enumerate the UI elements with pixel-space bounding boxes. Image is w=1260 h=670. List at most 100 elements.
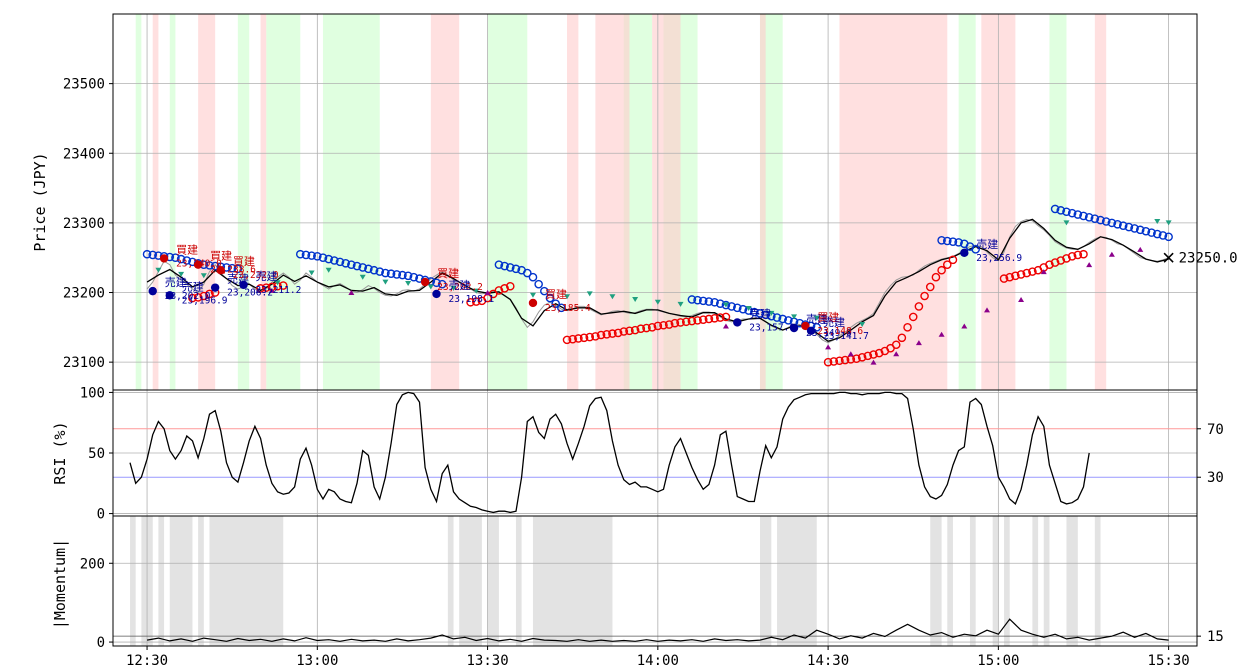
signal-up-triangle bbox=[268, 287, 275, 293]
sell-stop-marker bbox=[1135, 225, 1145, 235]
regime-band-red bbox=[839, 14, 948, 390]
sell-stop-marker bbox=[324, 254, 333, 264]
signal-down-triangle bbox=[745, 306, 752, 312]
buy-stop-marker bbox=[1079, 249, 1088, 259]
trade-label: 売建 bbox=[823, 315, 845, 329]
sell-stop-marker bbox=[142, 249, 152, 259]
signal-down-triangle bbox=[677, 301, 684, 307]
sell-stop-marker bbox=[1096, 215, 1105, 225]
buy-stop-marker bbox=[999, 274, 1009, 283]
trade-value-label: 23,148.6 bbox=[817, 326, 863, 337]
signal-down-triangle bbox=[1165, 220, 1172, 226]
buy-stop-marker bbox=[840, 355, 850, 365]
signal-down-triangle bbox=[813, 315, 820, 321]
rsi-y-tick-label: 100 bbox=[80, 385, 105, 401]
sell-stop-marker bbox=[335, 257, 345, 267]
buy-stop-marker bbox=[579, 333, 589, 343]
sell-stop-marker bbox=[704, 297, 714, 306]
buy-stop-marker bbox=[863, 351, 873, 361]
buy-stop-marker bbox=[619, 327, 629, 336]
buy-stop-marker bbox=[948, 255, 958, 265]
sell-stop-marker bbox=[1141, 226, 1151, 236]
regime-band-red bbox=[652, 14, 681, 390]
buy-stop-marker bbox=[574, 334, 583, 343]
regime-band-green bbox=[487, 14, 528, 390]
buy-entry-point bbox=[420, 277, 430, 287]
momentum-shaded-span bbox=[969, 516, 976, 646]
buy-entry-point bbox=[159, 254, 169, 263]
buy-entry-point bbox=[801, 321, 810, 331]
buy-stop-marker bbox=[1056, 256, 1066, 265]
sell-stop-marker bbox=[403, 271, 413, 281]
trade-value-label: 23,196.9 bbox=[182, 295, 228, 306]
regime-band-green bbox=[958, 14, 976, 390]
signal-up-triangle bbox=[1018, 296, 1025, 302]
sell-stop-marker bbox=[1158, 231, 1168, 240]
momentum-shaded-span bbox=[1032, 516, 1039, 646]
sell-stop-marker bbox=[551, 299, 560, 308]
buy-stop-marker bbox=[903, 323, 912, 332]
signal-down-triangle bbox=[200, 273, 207, 279]
sell-stop-marker bbox=[948, 237, 958, 246]
sell-stop-marker bbox=[1118, 221, 1128, 230]
regime-band-green bbox=[169, 14, 176, 390]
sell-stop-marker bbox=[381, 268, 390, 278]
sell-stop-marker bbox=[313, 252, 322, 261]
sell-stop-marker bbox=[347, 260, 356, 269]
sell-stop-marker bbox=[693, 295, 702, 305]
trade-label: 売建 bbox=[448, 278, 470, 292]
sell-stop-marker bbox=[732, 303, 742, 313]
signal-down-triangle bbox=[359, 274, 366, 280]
regime-band-green bbox=[1049, 14, 1067, 390]
sell-entry-point bbox=[165, 291, 174, 300]
buy-stop-marker bbox=[1045, 260, 1054, 269]
buy-stop-marker bbox=[715, 313, 725, 322]
buy-stop-marker bbox=[205, 289, 214, 299]
buy-stop-marker bbox=[568, 334, 578, 344]
sell-stop-marker bbox=[1107, 218, 1117, 228]
sell-stop-marker bbox=[1062, 207, 1071, 217]
signal-up-triangle bbox=[961, 323, 968, 329]
momentum-shaded-span bbox=[198, 516, 204, 646]
buy-stop-marker bbox=[1022, 268, 1032, 278]
buy-stop-marker bbox=[664, 320, 674, 329]
signal-down-triangle bbox=[586, 291, 593, 297]
signal-down-triangle bbox=[654, 299, 661, 305]
sell-stop-marker bbox=[1101, 217, 1111, 226]
buy-stop-marker bbox=[261, 283, 271, 292]
signal-up-triangle bbox=[1108, 251, 1115, 257]
sell-stop-marker bbox=[545, 293, 555, 303]
momentum-shaded-span bbox=[1004, 516, 1010, 646]
trade-value-label: 23,206.2 bbox=[227, 288, 273, 299]
sell-entry-point bbox=[148, 286, 157, 296]
sell-stop-marker bbox=[761, 310, 770, 320]
sell-stop-marker bbox=[698, 296, 708, 306]
buy-stop-marker bbox=[193, 293, 203, 302]
signal-down-triangle bbox=[722, 302, 729, 308]
signal-down-triangle bbox=[632, 296, 639, 302]
signal-down-triangle bbox=[308, 270, 315, 276]
sell-entry-point bbox=[239, 280, 248, 290]
buy-stop-marker bbox=[823, 357, 833, 367]
signal-down-triangle bbox=[791, 314, 798, 320]
sell-stop-marker bbox=[1056, 206, 1066, 215]
momentum-shaded-span bbox=[158, 516, 165, 646]
buy-stop-marker bbox=[625, 326, 634, 336]
sell-stop-marker bbox=[341, 258, 350, 268]
trade-label: 買建 bbox=[817, 310, 839, 324]
buy-stop-marker bbox=[562, 335, 572, 345]
regime-band-green bbox=[266, 14, 301, 390]
sell-stop-marker bbox=[937, 235, 946, 245]
buy-stop-marker bbox=[931, 272, 941, 282]
trade-label: 売建 bbox=[256, 269, 278, 283]
sell-stop-marker bbox=[534, 279, 543, 289]
buy-stop-marker bbox=[199, 291, 209, 301]
buy-stop-marker bbox=[630, 325, 640, 335]
buy-stop-marker bbox=[942, 260, 952, 269]
buy-stop-marker bbox=[869, 350, 878, 359]
momentum-shaded-span bbox=[1043, 516, 1050, 646]
buy-stop-marker bbox=[852, 354, 861, 363]
sell-stop-marker bbox=[307, 251, 316, 260]
sell-stop-marker bbox=[1113, 219, 1122, 229]
sell-stop-marker bbox=[505, 263, 515, 272]
